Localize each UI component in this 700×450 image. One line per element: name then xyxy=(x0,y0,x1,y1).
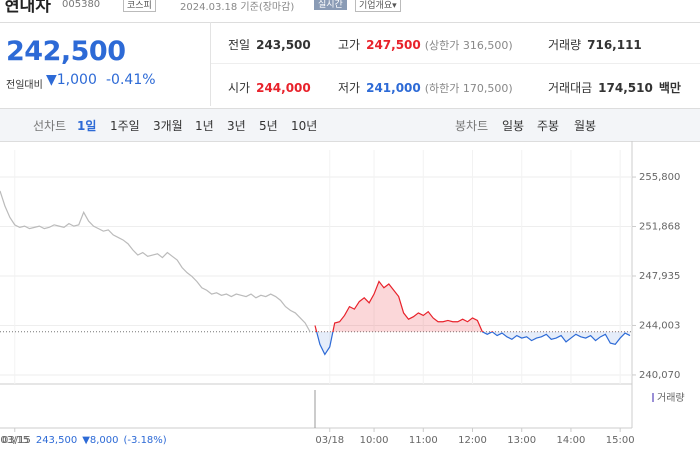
x-tick-label: 13:00 xyxy=(507,435,536,446)
volume-legend xyxy=(652,393,654,402)
realtime-button[interactable]: 실시간 xyxy=(314,0,347,10)
tab[interactable]: 3개월 xyxy=(153,119,183,133)
price-line xyxy=(0,190,311,333)
stat-note: (하한가 170,500) xyxy=(424,82,513,95)
divider xyxy=(0,22,700,23)
stat: 저가 241,000 (하한가 170,500) xyxy=(338,79,513,96)
y-tick-label: 255,800 xyxy=(639,172,680,183)
tab[interactable]: 1일 xyxy=(77,119,97,133)
stat-label: 거래대금 xyxy=(548,81,593,95)
footer-price: 243,500 xyxy=(36,435,77,446)
tab[interactable]: 월봉 xyxy=(574,119,597,133)
y-tick-label: 247,935 xyxy=(639,271,680,282)
stat-value: 716,111 xyxy=(587,38,642,52)
footer-pct: (-3.18%) xyxy=(124,435,167,446)
overview-label: 기업개요 xyxy=(359,1,393,11)
volume-label: 거래량 xyxy=(657,392,685,404)
x-tick-label: 03/15 xyxy=(0,435,29,446)
footer-date: 03/15 xyxy=(2,435,31,446)
stat: 거래량 716,111 xyxy=(548,36,642,53)
stock-code: 005380 xyxy=(62,0,101,10)
stat: 거래대금 174,510 백만 xyxy=(548,79,681,96)
tab[interactable]: 1주일 xyxy=(110,119,140,133)
stat-value: 174,510 xyxy=(598,81,653,95)
stat-label: 거래량 xyxy=(548,38,582,52)
stat-label: 시가 xyxy=(228,81,251,95)
stat: 전일 243,500 xyxy=(228,36,311,53)
x-tick-label: 14:00 xyxy=(557,435,586,446)
change-pct: -0.41% xyxy=(106,72,156,88)
x-tick-label: 10:00 xyxy=(360,435,389,446)
stat-label: 고가 xyxy=(338,38,361,52)
x-tick-label: 03/18 xyxy=(315,435,344,446)
stat-value: 241,000 xyxy=(366,81,421,95)
tab[interactable]: 1년 xyxy=(195,119,214,133)
stat-note: (상한가 316,500) xyxy=(424,39,513,52)
tab[interactable]: 10년 xyxy=(291,119,318,133)
stat-label: 저가 xyxy=(338,81,361,95)
tab[interactable]: 일봉 xyxy=(502,119,525,133)
stat-label: 전일 xyxy=(228,38,251,52)
price-line xyxy=(314,280,631,356)
tab-label: 봉차트 xyxy=(455,119,489,133)
divider xyxy=(211,63,700,64)
stat-value: 244,000 xyxy=(256,81,311,95)
x-tick-label: 11:00 xyxy=(409,435,438,446)
y-tick-label: 251,868 xyxy=(639,222,680,233)
change-label: 전일대비 xyxy=(6,80,43,91)
y-tick-label: 240,070 xyxy=(639,370,680,381)
stock-name: 현대차 xyxy=(4,0,51,16)
stat-value: 247,500 xyxy=(366,38,421,52)
stat: 시가 244,000 xyxy=(228,79,311,96)
tab-bar: 선차트 1일 1주일 3개월 1년 3년 5년 10년 봉차트 일봉 주봉 월봉 xyxy=(0,108,700,142)
stat: 고가 247,500 (상한가 316,500) xyxy=(338,36,513,53)
overview-button[interactable]: 기업개요▾ xyxy=(355,0,401,12)
y-tick-label: 244,003 xyxy=(639,320,680,331)
x-tick-label: 12:00 xyxy=(458,435,487,446)
divider xyxy=(210,22,211,106)
change: ▼1,000 xyxy=(46,72,97,88)
price: 242,500 xyxy=(6,36,126,67)
market-badge: 코스피 xyxy=(123,0,156,12)
x-tick-label: 15:00 xyxy=(606,435,635,446)
tab-label: 선차트 xyxy=(33,119,67,133)
footer-change: ▼8,000 xyxy=(82,435,118,446)
stat-value: 243,500 xyxy=(256,38,311,52)
tab[interactable]: 5년 xyxy=(259,119,278,133)
footer: 03/15 243,500 ▼8,000 (-3.18%) xyxy=(2,435,167,446)
stat-unit: 백만 xyxy=(658,81,681,95)
chart: 240,070 244,003 247,935 251,868 255,800 03/15… xyxy=(0,141,685,446)
date: 2024.03.18 기준(장마감) xyxy=(180,2,295,13)
tab[interactable]: 주봉 xyxy=(537,119,560,133)
tab[interactable]: 3년 xyxy=(227,119,246,133)
